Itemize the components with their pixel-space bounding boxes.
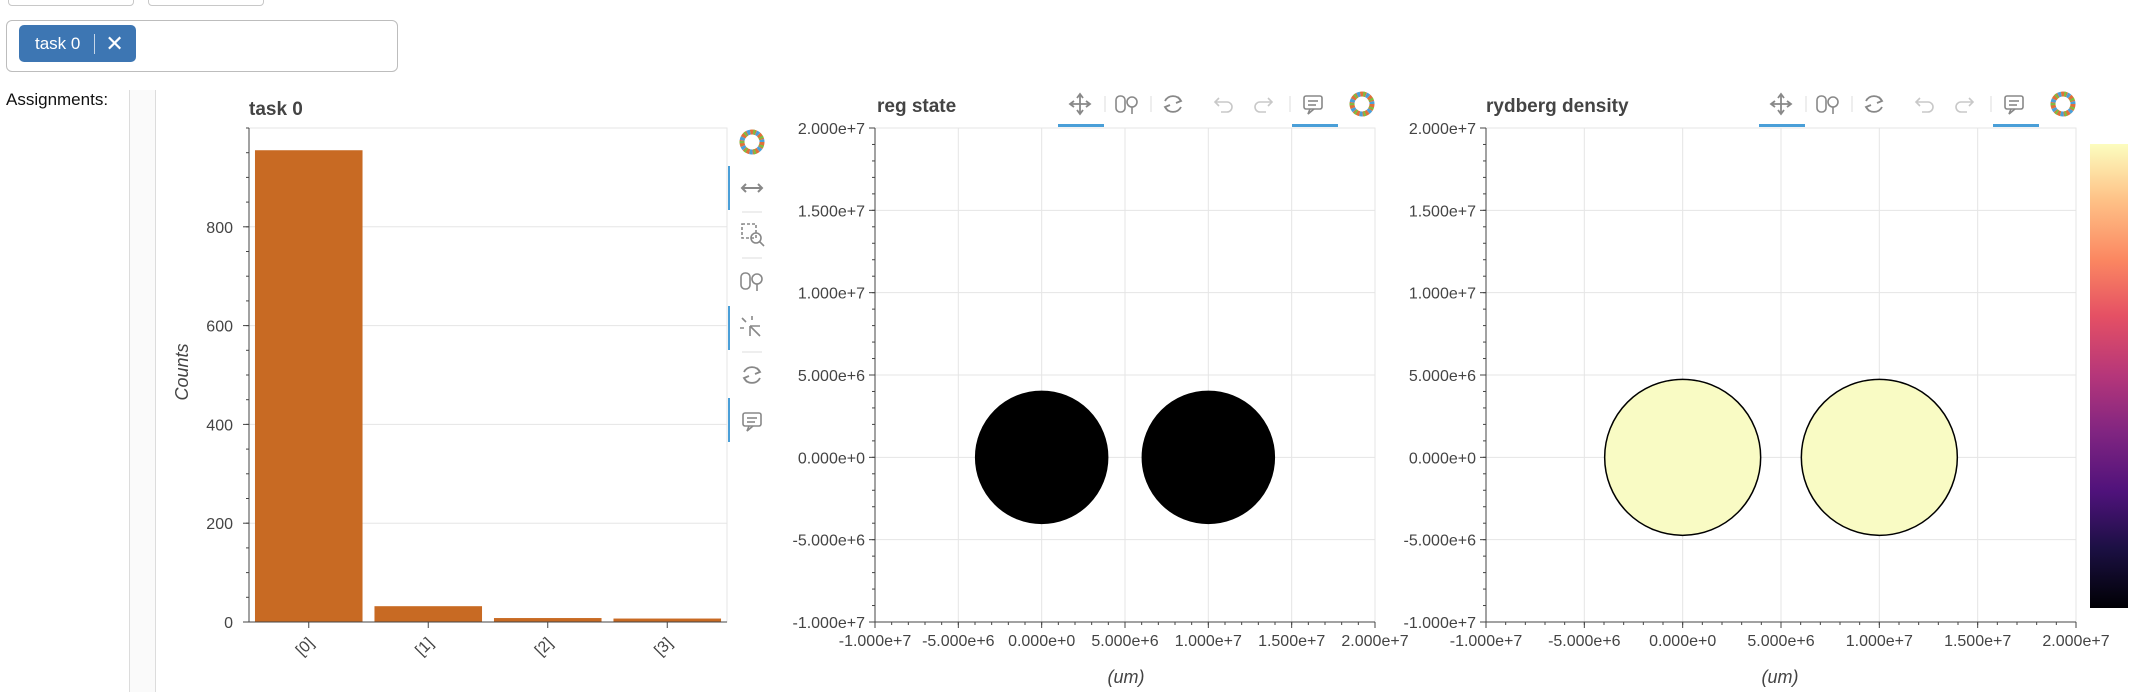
rydberg-density-chart: rydberg density -1.000e+7 -5.000e+6 0.000e… [1403,91,2128,687]
pan-icon[interactable] [1068,92,1092,116]
y-tick-label: 0.000e+0 [1409,450,1476,467]
x-tick-label: -1.000e+7 [839,633,912,650]
y-tick-label: 2.000e+7 [798,121,865,138]
bar-y-tick-label: 400 [206,417,233,434]
active-indicator-inspect [1993,124,2039,127]
x-tick-label: -5.000e+6 [1548,633,1621,650]
bar-x-tick-label: [2] [532,635,557,660]
divider-left [129,90,130,692]
top-button-stub-1[interactable] [8,0,134,6]
bar-x-tick-label: [0] [293,635,318,660]
atom-point [974,390,1109,525]
chip-remove-icon[interactable]: ✕ [105,30,124,56]
y-tick-label: 5.000e+6 [798,368,865,385]
redo-icon[interactable] [1955,97,1975,113]
reg-state-title: reg state [877,96,956,117]
y-tick-label: -5.000e+6 [792,533,865,550]
hover-icon[interactable] [1303,95,1323,115]
pan-icon[interactable] [1769,92,1793,116]
y-tick-label: 1.500e+7 [798,203,865,220]
reset-icon[interactable] [1163,95,1183,113]
x-tick-label: 1.000e+7 [1175,633,1242,650]
y-tick-label: 5.000e+6 [1409,368,1476,385]
chip-separator [94,33,96,54]
reg-state-chart: reg state -1.000e+7 -5.000e+6 0.000e+0 5.00… [792,91,1409,687]
atom-point [1603,378,1762,537]
reg-state-x-axis-label: (um) [1108,667,1145,687]
y-tick-label: -5.000e+6 [1403,533,1476,550]
bar [493,618,602,622]
x-tick-label: -1.000e+7 [1450,633,1523,650]
x-tick-label: -5.000e+6 [922,633,995,650]
bar-x-tick-label: [3] [651,635,676,660]
x-tick-label: 1.500e+7 [1944,633,2011,650]
active-indicator-tap [728,306,730,350]
top-button-stub-2[interactable] [148,0,264,6]
y-tick-label: -1.000e+7 [1403,615,1476,632]
bar-y-tick-label: 0 [224,615,233,632]
y-tick-label: 2.000e+7 [1409,121,1476,138]
bar-y-tick-label: 200 [206,516,233,533]
bar [254,150,363,623]
task-chip[interactable]: task 0 ✕ [19,25,136,62]
box-zoom-icon[interactable] [741,223,765,247]
wheel-zoom-icon[interactable] [740,272,763,291]
x-tick-label: 0.000e+0 [1008,633,1075,650]
active-indicator-drag [728,166,730,210]
bokeh-logo-icon[interactable] [739,129,765,155]
x-tick-label: 1.000e+7 [1846,633,1913,650]
colorbar [2090,144,2128,608]
y-tick-label: 1.000e+7 [798,286,865,303]
hover-icon[interactable] [2004,95,2024,115]
y-tick-label: 1.500e+7 [1409,203,1476,220]
active-indicator-inspect [728,398,730,442]
bar-chart-title: task 0 [249,99,303,120]
reset-icon[interactable] [1864,95,1884,113]
bokeh-logo-icon[interactable] [2050,91,2076,117]
task-chip-label: task 0 [35,33,81,53]
y-tick-label: 1.000e+7 [1409,286,1476,303]
y-tick-label: 0.000e+0 [798,450,865,467]
y-tick-label: -1.000e+7 [792,615,865,632]
rydberg-toolbar [1759,91,2076,127]
hover-icon[interactable] [742,412,762,432]
undo-icon[interactable] [1213,97,1233,113]
wheel-zoom-icon[interactable] [1816,95,1839,114]
bar-y-tick-label: 800 [206,220,233,237]
bar-chart: task 0 0 200 400 600 800 [0] [1] [2] [3] Counts [172,99,765,660]
active-indicator-inspect [1292,124,1338,127]
bar [613,618,722,622]
active-indicator-drag [1759,124,1805,127]
x-tick-label: 2.000e+7 [1341,633,1408,650]
x-tick-label: 1.500e+7 [1258,633,1325,650]
bar-chart-toolbar [728,129,765,442]
atom-point [1800,378,1959,537]
rydberg-title: rydberg density [1486,96,1629,117]
undo-icon[interactable] [1914,97,1934,113]
bar-y-axis-label: Counts [172,343,192,400]
bar-y-tick-label: 600 [206,319,233,336]
reg-state-toolbar [1058,91,1375,127]
x-tick-label: 5.000e+6 [1091,633,1158,650]
assignments-spacer [129,90,155,692]
bokeh-logo-icon[interactable] [1349,91,1375,117]
x-tick-label: 0.000e+0 [1649,633,1716,650]
redo-icon[interactable] [1254,97,1274,113]
active-indicator-drag [1058,124,1104,127]
assignments-label: Assignments: [6,90,109,109]
atom-point [1141,390,1276,525]
divider-right [155,90,156,692]
bar-x-tick-label: [1] [412,635,437,660]
tap-icon[interactable] [740,316,761,337]
x-tick-label: 2.000e+7 [2042,633,2109,650]
rydberg-x-axis-label: (um) [1762,667,1799,687]
reset-icon[interactable] [742,366,762,384]
wheel-zoom-icon[interactable] [1115,95,1138,114]
bar [374,606,483,622]
pan-icon[interactable] [740,183,764,193]
x-tick-label: 5.000e+6 [1747,633,1814,650]
